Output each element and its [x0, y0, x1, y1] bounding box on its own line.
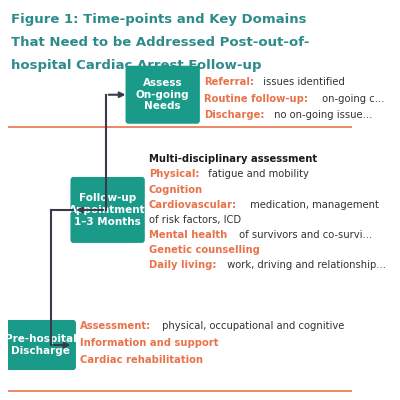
Text: Follow-up
Appointment
1–3 Months: Follow-up Appointment 1–3 Months	[69, 193, 146, 226]
Text: Cardiac rehabilitation: Cardiac rehabilitation	[80, 354, 203, 364]
Text: Assess
On-going
Needs: Assess On-going Needs	[136, 78, 190, 111]
Text: Pre-hospital
Discharge: Pre-hospital Discharge	[5, 334, 76, 356]
Text: That Need to be Addressed Post-out-of-: That Need to be Addressed Post-out-of-	[11, 36, 310, 49]
Text: Daily living:: Daily living:	[149, 260, 216, 270]
Text: medication, management: medication, management	[247, 200, 379, 210]
Text: on-going c...: on-going c...	[320, 94, 385, 104]
Text: Discharge:: Discharge:	[204, 110, 264, 120]
FancyBboxPatch shape	[70, 177, 145, 243]
Text: Information and support: Information and support	[80, 338, 218, 348]
Text: Referral:: Referral:	[204, 77, 254, 87]
FancyBboxPatch shape	[5, 320, 76, 370]
Text: Figure 1: Time-points and Key Domains: Figure 1: Time-points and Key Domains	[11, 13, 307, 26]
Text: issues identified: issues identified	[260, 77, 344, 87]
Text: Physical:: Physical:	[149, 170, 200, 180]
Text: physical, occupational and cognitive: physical, occupational and cognitive	[159, 321, 344, 331]
Text: of survivors and co-survi...: of survivors and co-survi...	[236, 230, 372, 240]
Text: of risk factors, ICD: of risk factors, ICD	[149, 215, 241, 225]
Text: Mental health: Mental health	[149, 230, 227, 240]
Text: Genetic counselling: Genetic counselling	[149, 245, 260, 255]
Text: Routine follow-up:: Routine follow-up:	[204, 94, 308, 104]
Text: Multi-disciplinary assessment: Multi-disciplinary assessment	[149, 154, 317, 164]
Text: work, driving and relationship...: work, driving and relationship...	[224, 260, 386, 270]
Text: no on-going issue...: no on-going issue...	[271, 110, 372, 120]
Text: fatigue and mobility: fatigue and mobility	[205, 170, 309, 180]
Text: hospital Cardiac Arrest Follow-up: hospital Cardiac Arrest Follow-up	[11, 59, 262, 72]
Text: Cognition: Cognition	[149, 184, 203, 194]
Text: Assessment:: Assessment:	[80, 321, 151, 331]
Text: Cardiovascular:: Cardiovascular:	[149, 200, 237, 210]
FancyBboxPatch shape	[126, 66, 200, 124]
